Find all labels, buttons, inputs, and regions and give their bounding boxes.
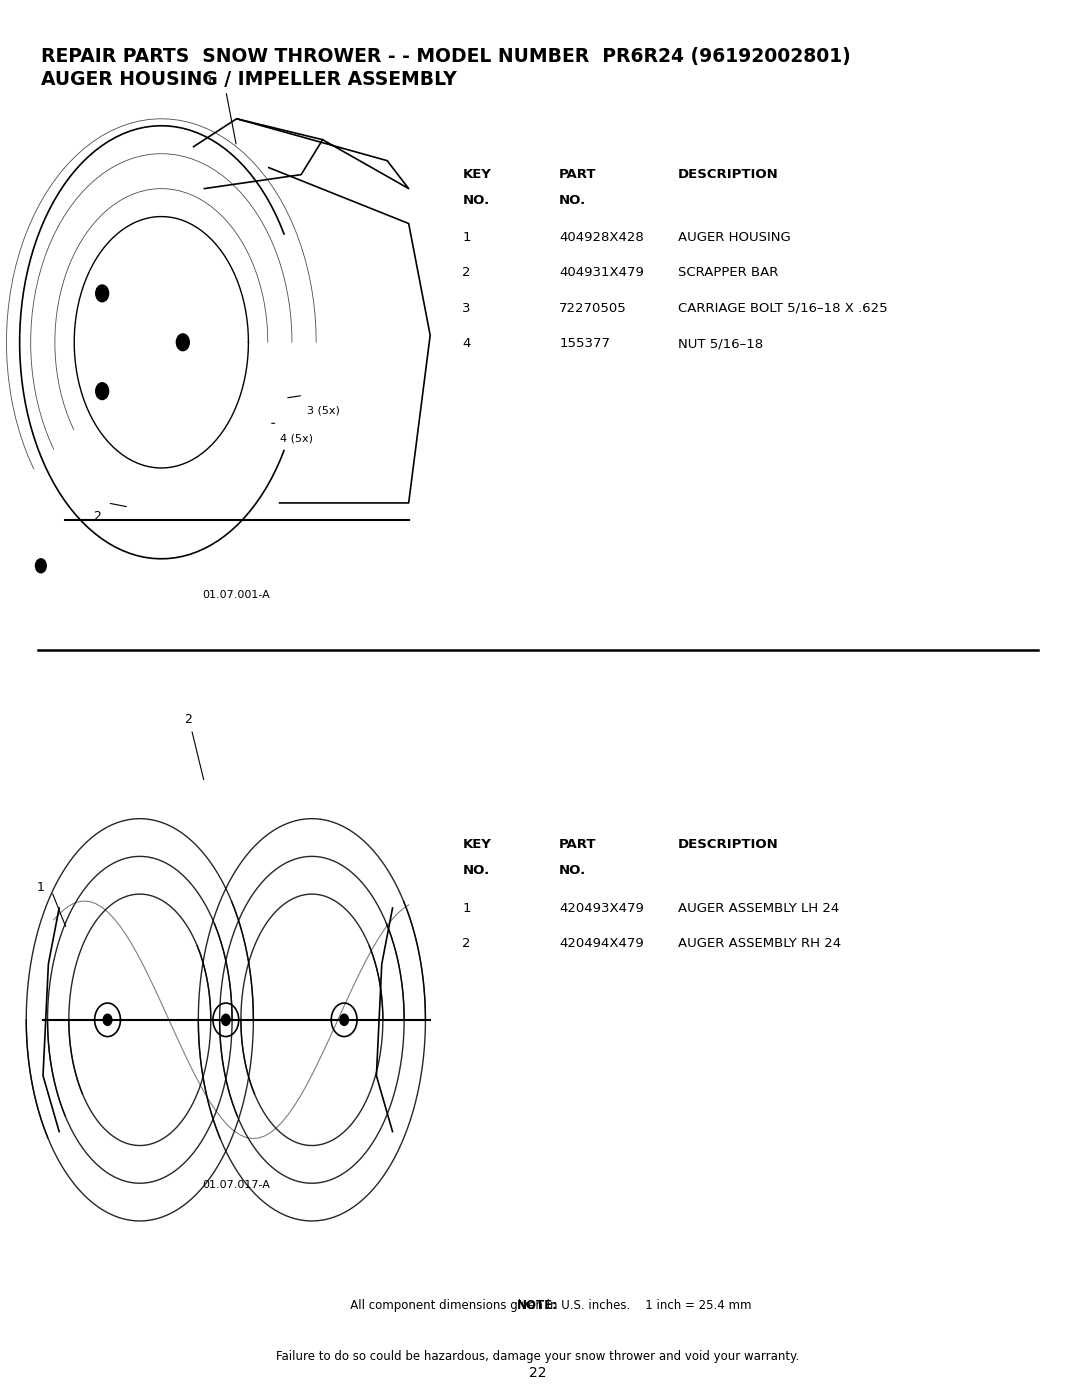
Text: NO.: NO. — [462, 865, 489, 877]
Circle shape — [96, 285, 109, 302]
Circle shape — [104, 1014, 112, 1025]
Text: PART: PART — [559, 838, 597, 851]
Text: 420493X479: 420493X479 — [559, 901, 644, 915]
Text: DESCRIPTION: DESCRIPTION — [677, 838, 779, 851]
Text: 01.07.017-A: 01.07.017-A — [203, 1180, 270, 1190]
Circle shape — [36, 559, 46, 573]
Text: 404928X428: 404928X428 — [559, 231, 644, 244]
Text: 01.07.001-A: 01.07.001-A — [203, 590, 270, 599]
Circle shape — [96, 383, 109, 400]
Text: 72270505: 72270505 — [559, 302, 627, 314]
Text: AUGER ASSEMBLY RH 24: AUGER ASSEMBLY RH 24 — [677, 937, 840, 950]
Text: KEY: KEY — [462, 168, 491, 180]
Text: NO.: NO. — [462, 194, 489, 207]
Text: AUGER ASSEMBLY LH 24: AUGER ASSEMBLY LH 24 — [677, 901, 839, 915]
Text: 3 (5x): 3 (5x) — [307, 405, 339, 415]
Text: PART: PART — [559, 168, 597, 180]
Text: AUGER HOUSING: AUGER HOUSING — [677, 231, 791, 244]
Text: Failure to do so could be hazardous, damage your snow thrower and void your warr: Failure to do so could be hazardous, dam… — [276, 1350, 799, 1362]
Text: NUT 5/16–18: NUT 5/16–18 — [677, 337, 762, 351]
Text: CARRIAGE BOLT 5/16–18 X .625: CARRIAGE BOLT 5/16–18 X .625 — [677, 302, 887, 314]
Text: NO.: NO. — [559, 194, 586, 207]
Text: 2: 2 — [93, 510, 100, 522]
Text: 3: 3 — [462, 302, 471, 314]
Circle shape — [221, 1014, 230, 1025]
Text: 1: 1 — [37, 880, 44, 894]
Text: 2: 2 — [462, 267, 471, 279]
Text: 22: 22 — [529, 1366, 546, 1380]
Text: 420494X479: 420494X479 — [559, 937, 644, 950]
Text: 4 (5x): 4 (5x) — [280, 433, 312, 443]
Text: NOTE:: NOTE: — [517, 1299, 558, 1312]
Text: 2: 2 — [185, 714, 192, 726]
Circle shape — [340, 1014, 349, 1025]
Text: 4: 4 — [462, 337, 471, 351]
Text: 1: 1 — [462, 231, 471, 244]
Text: 2: 2 — [462, 937, 471, 950]
Text: 155377: 155377 — [559, 337, 610, 351]
Text: REPAIR PARTS  SNOW THROWER - - MODEL NUMBER  PR6R24 (96192002801): REPAIR PARTS SNOW THROWER - - MODEL NUMB… — [41, 47, 851, 67]
Text: 1: 1 — [462, 901, 471, 915]
Circle shape — [176, 334, 189, 351]
Text: KEY: KEY — [462, 838, 491, 851]
Text: 404931X479: 404931X479 — [559, 267, 644, 279]
Text: All component dimensions given in U.S. inches.    1 inch = 25.4 mm: All component dimensions given in U.S. i… — [324, 1299, 752, 1312]
Text: NO.: NO. — [559, 865, 586, 877]
Text: AUGER HOUSING / IMPELLER ASSEMBLY: AUGER HOUSING / IMPELLER ASSEMBLY — [41, 70, 457, 89]
Text: DESCRIPTION: DESCRIPTION — [677, 168, 779, 180]
Text: 1: 1 — [206, 74, 214, 87]
Text: SCRAPPER BAR: SCRAPPER BAR — [677, 267, 778, 279]
